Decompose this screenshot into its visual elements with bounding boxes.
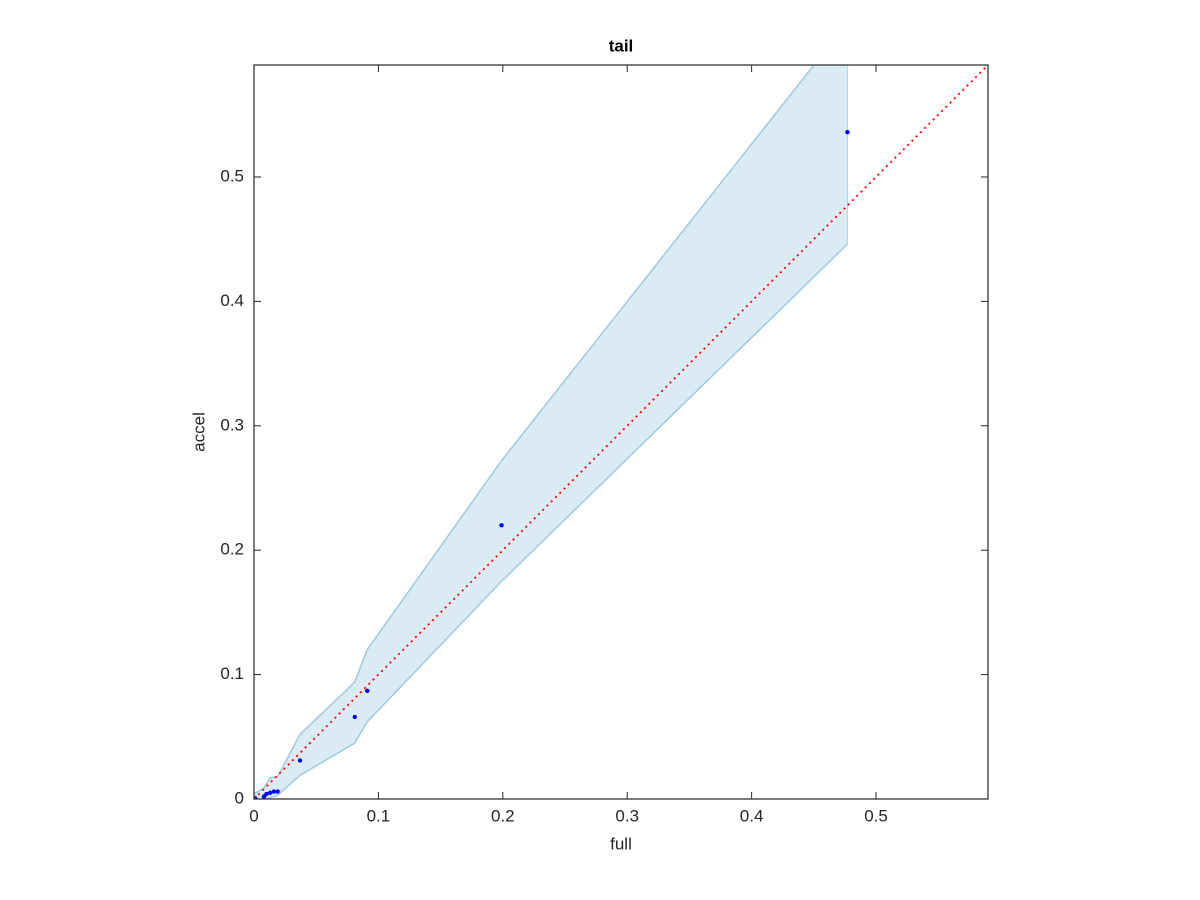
- data-point: [271, 789, 277, 794]
- data-point: [297, 758, 303, 763]
- x-tick-label: 0.3: [615, 806, 639, 825]
- x-tick-label: 0.2: [491, 806, 515, 825]
- chart-title: tail: [609, 36, 634, 55]
- data-point: [267, 790, 273, 795]
- data-point: [264, 791, 269, 797]
- band-lower: [265, 243, 848, 799]
- x-tick-label: 0: [249, 806, 258, 825]
- y-axis-label: accel: [189, 412, 208, 452]
- data-point: [352, 714, 357, 720]
- y-tick-label: 0.2: [220, 540, 244, 559]
- x-tick-label: 0.5: [864, 806, 888, 825]
- y-tick-label: 0.5: [220, 166, 244, 185]
- y-tick-label: 0.3: [220, 415, 244, 434]
- reference-line: [254, 65, 988, 799]
- band-upper: [254, 65, 815, 795]
- data-point: [499, 523, 504, 528]
- y-tick-label: 0.4: [220, 291, 244, 310]
- x-tick-label: 0.1: [367, 806, 391, 825]
- data-point: [365, 688, 370, 693]
- data-point: [275, 789, 280, 794]
- x-axis-label: full: [610, 834, 632, 853]
- y-tick-label: 0.1: [220, 664, 244, 683]
- data-point: [845, 129, 850, 135]
- plot-area: [254, 65, 988, 799]
- band-fill: [254, 65, 848, 799]
- y-tick-label: 0: [235, 788, 244, 807]
- axes-box: [253, 64, 989, 800]
- x-tick-label: 0.4: [740, 806, 764, 825]
